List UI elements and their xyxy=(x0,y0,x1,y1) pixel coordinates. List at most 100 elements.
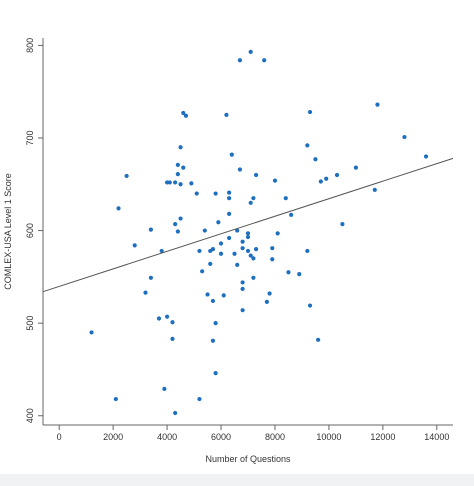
data-point xyxy=(402,134,407,140)
data-point xyxy=(353,165,358,170)
data-point xyxy=(313,157,318,162)
data-point xyxy=(251,256,256,261)
data-point xyxy=(89,330,94,335)
data-point xyxy=(307,109,313,115)
data-point xyxy=(270,257,275,262)
data-point xyxy=(143,290,148,295)
data-point xyxy=(202,228,207,233)
data-point xyxy=(200,269,205,274)
data-point xyxy=(227,196,232,201)
data-point xyxy=(283,196,288,201)
data-point xyxy=(194,191,199,196)
data-point xyxy=(227,235,232,241)
x-tick-label: 10000 xyxy=(316,432,341,442)
data-point xyxy=(375,102,380,107)
data-point xyxy=(170,320,175,325)
data-point xyxy=(229,152,234,157)
data-point xyxy=(253,172,259,178)
data-point xyxy=(181,110,186,116)
data-point xyxy=(213,371,218,376)
data-point xyxy=(240,308,245,313)
data-point xyxy=(286,270,291,275)
data-point xyxy=(240,246,245,251)
data-point xyxy=(116,206,121,211)
data-point xyxy=(164,314,170,319)
data-point xyxy=(210,338,216,343)
data-point xyxy=(237,58,243,63)
data-point xyxy=(189,181,194,186)
points-layer xyxy=(89,49,429,416)
data-point xyxy=(167,180,172,185)
data-point xyxy=(305,143,310,148)
data-point xyxy=(253,246,259,252)
data-point xyxy=(156,316,162,321)
y-axis-ticks: 400 500 600 700 800 xyxy=(25,38,43,423)
data-point xyxy=(159,248,164,254)
data-point xyxy=(423,154,429,159)
footer-band xyxy=(0,474,474,486)
data-point xyxy=(316,337,321,342)
x-tick-label: 2000 xyxy=(103,432,123,442)
data-point xyxy=(162,386,167,391)
data-point xyxy=(205,292,210,297)
x-tick-label: 0 xyxy=(57,432,62,442)
data-point xyxy=(197,396,202,402)
data-point xyxy=(235,228,240,233)
data-point xyxy=(148,227,153,232)
data-point xyxy=(170,336,175,341)
data-point xyxy=(227,190,232,195)
y-tick-label: 800 xyxy=(25,38,35,53)
y-tick-label: 700 xyxy=(25,130,35,145)
data-point xyxy=(227,211,232,217)
data-point xyxy=(240,286,245,292)
data-point xyxy=(245,231,251,236)
data-point xyxy=(251,275,256,280)
data-point xyxy=(275,231,280,236)
data-point xyxy=(197,248,202,254)
data-point xyxy=(210,246,216,252)
data-point xyxy=(148,275,153,280)
x-tick-label: 6000 xyxy=(211,432,231,442)
data-point xyxy=(213,191,218,196)
data-point xyxy=(235,262,240,267)
data-point xyxy=(264,299,269,304)
data-point xyxy=(113,396,118,402)
scatter-chart: 0 2000 4000 6000 8000 10000 12000 14000 400 500 6… xyxy=(3,38,454,464)
data-point xyxy=(324,176,329,181)
x-tick-label: 8000 xyxy=(265,432,285,442)
data-point xyxy=(210,298,216,304)
data-point xyxy=(221,293,226,298)
data-point xyxy=(248,253,253,258)
data-point xyxy=(318,179,323,184)
data-point xyxy=(272,178,278,183)
data-point xyxy=(232,251,237,256)
data-point xyxy=(213,321,218,326)
data-point xyxy=(181,165,186,170)
y-tick-label: 400 xyxy=(25,408,35,423)
data-point xyxy=(248,49,253,54)
data-point xyxy=(340,221,345,227)
data-point xyxy=(178,145,183,150)
data-point xyxy=(307,303,313,308)
data-point xyxy=(248,200,253,205)
data-point xyxy=(224,112,229,117)
y-tick-label: 500 xyxy=(25,316,35,331)
data-point xyxy=(173,180,178,185)
y-tick-label: 600 xyxy=(25,223,35,238)
data-point xyxy=(237,167,243,172)
data-point xyxy=(178,182,183,187)
data-point xyxy=(183,113,189,118)
data-point xyxy=(218,251,224,256)
data-point xyxy=(175,229,180,234)
data-point xyxy=(175,162,180,167)
x-tick-label: 14000 xyxy=(424,432,449,442)
x-tick-label: 4000 xyxy=(157,432,177,442)
data-point xyxy=(251,196,256,201)
data-point xyxy=(262,58,267,63)
data-point xyxy=(372,187,377,192)
data-point xyxy=(334,172,340,178)
data-point xyxy=(178,216,183,221)
data-point xyxy=(218,241,224,246)
x-axis-title: Number of Questions xyxy=(205,454,291,464)
data-point xyxy=(270,246,275,251)
